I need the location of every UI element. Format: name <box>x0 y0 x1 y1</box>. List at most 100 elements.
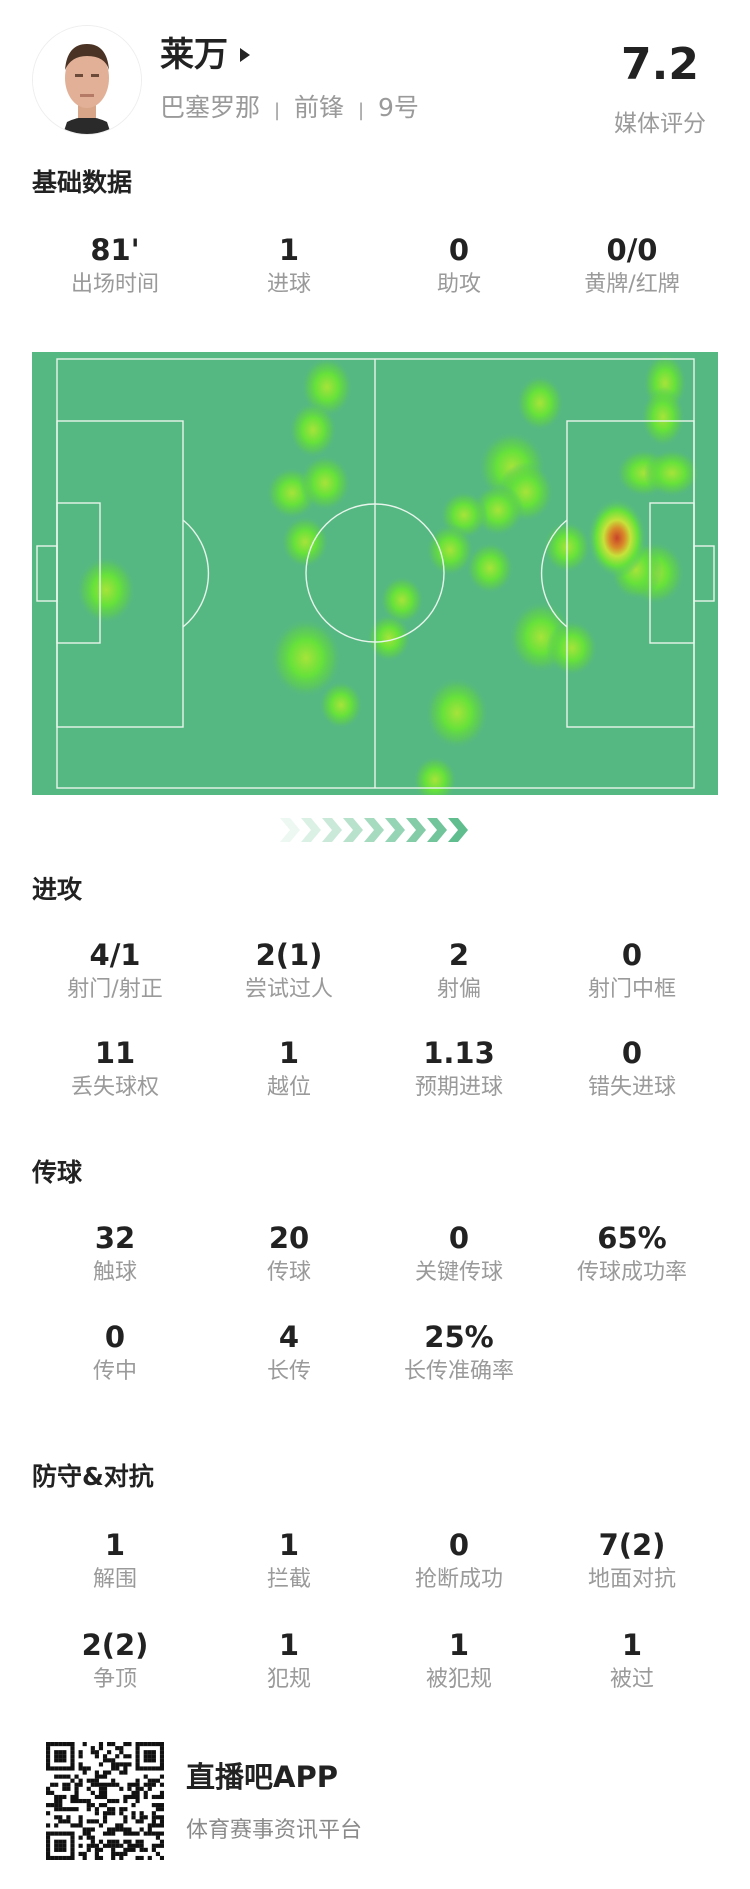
stat-label: 丢失球权 <box>70 1075 159 1100</box>
heat-spot <box>301 357 353 417</box>
heat-spot <box>644 449 700 497</box>
stat-value: 81' <box>90 233 140 267</box>
stat-value: 1 <box>104 1528 126 1562</box>
stat-item: 65% 传球成功率 <box>547 1220 717 1288</box>
stat-value: 1 <box>278 233 300 267</box>
stat-label: 被过 <box>609 1667 654 1692</box>
player-name[interactable]: 莱万 <box>160 35 228 75</box>
stat-label: 长传准确率 <box>403 1359 514 1384</box>
separator: | <box>357 100 365 121</box>
stat-item: 1.13 预期进球 <box>374 1035 544 1103</box>
stat-label: 解围 <box>92 1567 137 1592</box>
separator: | <box>273 100 281 121</box>
stat-item: 1 拦截 <box>204 1527 374 1595</box>
stat-label: 射门中框 <box>587 977 676 1002</box>
chevron-right-icon <box>322 818 342 842</box>
stat-item: 0 传中 <box>30 1319 200 1387</box>
heat-spot-hot <box>587 498 647 578</box>
center-circle <box>305 503 445 643</box>
stat-value: 65% <box>597 1221 667 1255</box>
stat-label: 传球 <box>266 1260 311 1285</box>
chevron-right-icon <box>364 818 384 842</box>
chevron-right-icon <box>427 818 447 842</box>
app-name: 直播吧APP <box>186 1760 338 1794</box>
chevron-right-icon <box>448 818 468 842</box>
stat-item: 1 犯规 <box>204 1627 374 1695</box>
stat-item: 0 助攻 <box>374 232 544 300</box>
stat-label: 被犯规 <box>425 1667 492 1692</box>
stat-item: 1 越位 <box>204 1035 374 1103</box>
chevron-right-icon <box>406 818 426 842</box>
heat-spots <box>76 353 700 795</box>
stat-item: 7(2) 地面对抗 <box>547 1527 717 1595</box>
stat-label: 预期进球 <box>414 1075 503 1100</box>
stat-label: 进球 <box>266 272 311 297</box>
stat-label: 射门/射正 <box>67 977 163 1002</box>
heat-spot <box>281 516 329 568</box>
stat-item: 1 解围 <box>30 1527 200 1595</box>
stat-item: 1 被过 <box>547 1627 717 1695</box>
stat-item: 0 抢断成功 <box>374 1527 544 1595</box>
stat-label: 关键传球 <box>414 1260 503 1285</box>
heat-spot <box>380 576 424 624</box>
player-number: 9号 <box>378 93 419 122</box>
heat-spot <box>289 402 337 458</box>
stat-label: 黄牌/红牌 <box>584 272 680 297</box>
stat-value: 2(2) <box>81 1628 149 1662</box>
stat-value: 20 <box>268 1221 310 1255</box>
heat-spot <box>270 618 342 698</box>
stat-item: 2 射偏 <box>374 937 544 1005</box>
stat-label: 传球成功率 <box>576 1260 687 1285</box>
stat-item: 0 射门中框 <box>547 937 717 1005</box>
stat-label: 出场时间 <box>70 272 159 297</box>
stat-value: 1 <box>278 1036 300 1070</box>
stat-value: 2 <box>448 938 470 972</box>
chevron-right-icon <box>385 818 405 842</box>
attack-direction-arrows-icon <box>280 818 468 842</box>
heat-spot <box>466 542 514 594</box>
stat-value: 0 <box>104 1320 126 1354</box>
stat-item: 2(2) 争顶 <box>30 1627 200 1695</box>
stat-value: 11 <box>94 1036 136 1070</box>
stat-item: 4/1 射门/射正 <box>30 937 200 1005</box>
right-penalty-arc <box>540 519 568 628</box>
media-rating-label: 媒体评分 <box>614 111 706 137</box>
heat-spot <box>413 756 457 795</box>
chevron-right-icon <box>280 818 300 842</box>
section-title-attack: 进攻 <box>32 875 83 904</box>
stat-label: 错失进球 <box>587 1075 676 1100</box>
qr-code-icon[interactable] <box>46 1742 164 1860</box>
chevron-right-icon <box>343 818 363 842</box>
stat-label: 犯规 <box>266 1667 311 1692</box>
pitch-lines <box>36 358 715 789</box>
play-arrow-icon[interactable] <box>240 48 250 62</box>
player-photo-icon <box>33 26 141 134</box>
stat-label: 助攻 <box>436 272 481 297</box>
heat-spot <box>546 620 598 676</box>
stat-label: 传中 <box>92 1359 137 1384</box>
stat-item: 0 错失进球 <box>547 1035 717 1103</box>
heat-spot <box>426 524 474 576</box>
heat-spot <box>76 556 136 624</box>
heat-spot <box>425 677 489 749</box>
stat-label: 地面对抗 <box>587 1567 676 1592</box>
stat-label: 射偏 <box>436 977 481 1002</box>
stat-value: 32 <box>94 1221 136 1255</box>
stat-item: 1 被犯规 <box>374 1627 544 1695</box>
stat-value: 1 <box>278 1628 300 1662</box>
stat-value: 1 <box>621 1628 643 1662</box>
chevron-right-icon <box>301 818 321 842</box>
stat-item: 32 触球 <box>30 1220 200 1288</box>
stat-item: 0 关键传球 <box>374 1220 544 1288</box>
player-avatar[interactable] <box>32 25 142 135</box>
stat-item: 20 传球 <box>204 1220 374 1288</box>
stat-value: 0 <box>448 233 470 267</box>
stat-value: 1 <box>448 1628 470 1662</box>
player-position: 前锋 <box>294 93 345 122</box>
stat-value: 4 <box>278 1320 300 1354</box>
stat-label: 越位 <box>266 1075 311 1100</box>
stat-item: 25% 长传准确率 <box>374 1319 544 1387</box>
stat-label: 争顶 <box>92 1667 137 1692</box>
heat-spot <box>367 614 411 662</box>
stat-value: 0 <box>621 938 643 972</box>
